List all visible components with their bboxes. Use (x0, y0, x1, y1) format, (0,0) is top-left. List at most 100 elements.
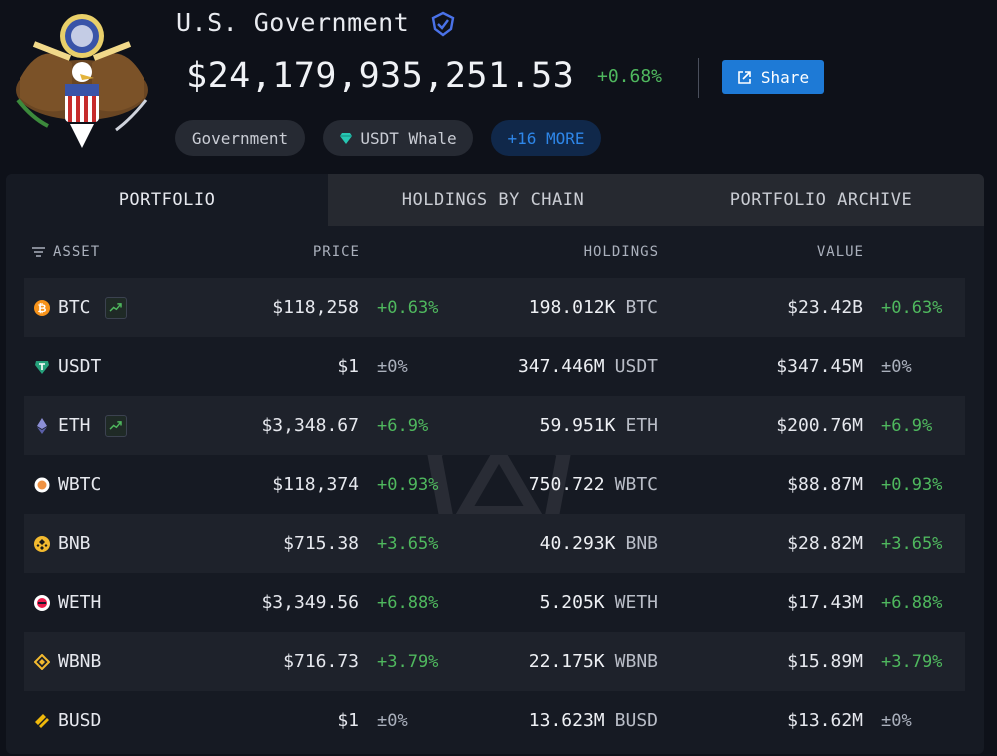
price-change: ±0% (377, 356, 408, 377)
asset-cell[interactable]: BNB (34, 514, 91, 573)
asset-price: $3,348.67 (261, 415, 359, 436)
asset-cell[interactable]: USDT (34, 337, 101, 396)
tab-portfolio[interactable]: PORTFOLIO (6, 174, 328, 226)
holdings-amount: 750.722 (528, 474, 605, 495)
holding-value: $15.89M (787, 651, 863, 672)
header-divider (698, 58, 699, 98)
tag-label: +16 MORE (507, 128, 585, 148)
asset-symbol: WBTC (58, 474, 102, 495)
asset-symbol: BUSD (58, 710, 102, 731)
share-button[interactable]: Share (722, 60, 824, 94)
total-value-change: +0.68% (597, 66, 663, 87)
asset-price: $1 (337, 356, 359, 377)
wrapped-ether-icon (34, 594, 50, 611)
holdings-amount: 347.446M (517, 356, 605, 377)
holdings-amount: 198.012K (528, 297, 616, 318)
holdings-cell: 750.722 WBTC (529, 455, 658, 514)
asset-price: $716.73 (283, 651, 359, 672)
holding-value: $17.43M (787, 592, 863, 613)
asset-symbol: WETH (58, 592, 102, 613)
value-change: ±0% (881, 356, 912, 377)
share-label: Share (760, 67, 810, 87)
holdings-symbol: BUSD (614, 710, 658, 731)
holdings-symbol: USDT (614, 356, 658, 377)
tag-label: Government (191, 128, 289, 148)
government-seal-logo (16, 14, 148, 148)
trend-chart-icon[interactable] (104, 296, 127, 319)
holdings-cell: 198.012K BTC (529, 278, 658, 337)
holding-value: $28.82M (787, 533, 863, 554)
tab-holdings-by-chain[interactable]: HOLDINGS BY CHAIN (328, 174, 658, 226)
tag-government[interactable]: Government (175, 120, 305, 156)
asset-cell[interactable]: WBNB (34, 632, 101, 691)
diamond-icon (340, 132, 353, 144)
tether-icon (34, 359, 50, 375)
table-row[interactable]: WBNB $716.73 +3.79% 22.175K WBNB $15.89M… (24, 632, 965, 691)
asset-column-header[interactable]: ASSET (32, 244, 100, 260)
holdings-symbol: WETH (614, 592, 658, 613)
share-icon (738, 70, 751, 84)
portfolio-panel: PORTFOLIO HOLDINGS BY CHAIN PORTFOLIO AR… (6, 174, 984, 754)
asset-cell[interactable]: BUSD (34, 691, 101, 750)
bitcoin-icon: ₿ (34, 299, 50, 316)
holdings-symbol: WBNB (614, 651, 658, 672)
holdings-cell: 40.293K BNB (540, 514, 658, 573)
holding-value: $23.42B (787, 297, 863, 318)
asset-cell[interactable]: WBTC (34, 455, 101, 514)
asset-cell[interactable]: WETH (34, 573, 101, 632)
holdings-cell: 13.623M BUSD (529, 691, 658, 750)
asset-header-label: ASSET (53, 244, 101, 260)
tab-portfolio-archive[interactable]: PORTFOLIO ARCHIVE (658, 174, 984, 226)
table-row[interactable]: BNB $715.38 +3.65% 40.293K BNB $28.82M +… (24, 514, 965, 573)
entity-name: U.S. Government (176, 8, 410, 37)
table-row[interactable]: WBTC $118,374 +0.93% 750.722 WBTC $88.87… (24, 455, 965, 514)
ethereum-icon (34, 417, 50, 434)
holdings-cell: 5.205K WETH (540, 573, 658, 632)
price-change: +0.93% (377, 474, 439, 495)
asset-symbol: WBNB (58, 651, 102, 672)
asset-cell[interactable]: ETH (34, 396, 127, 455)
holdings-symbol: WBTC (614, 474, 658, 495)
table-row[interactable]: BUSD $1 ±0% 13.623M BUSD $13.62M ±0% (24, 691, 965, 750)
price-change: +6.88% (377, 592, 439, 613)
holdings-cell: 22.175K WBNB (529, 632, 658, 691)
holding-value: $347.45M (776, 356, 863, 377)
asset-price: $118,374 (272, 474, 359, 495)
wbnb-icon (34, 653, 50, 670)
busd-icon (34, 713, 50, 729)
value-change: +3.79% (881, 651, 943, 672)
holding-value: $13.62M (787, 710, 863, 731)
table-row[interactable]: USDT $1 ±0% 347.446M USDT $347.45M ±0% (24, 337, 965, 396)
asset-price: $715.38 (283, 533, 359, 554)
filter-icon (32, 247, 45, 257)
asset-symbol: ETH (58, 415, 91, 436)
asset-symbol: BNB (58, 533, 91, 554)
holdings-symbol: BTC (625, 297, 658, 318)
value-change: +0.93% (881, 474, 943, 495)
holding-value: $88.87M (787, 474, 863, 495)
value-column-header[interactable]: VALUE (816, 244, 864, 260)
price-change: +3.65% (377, 533, 439, 554)
holdings-amount: 59.951K (539, 415, 616, 436)
asset-price: $3,349.56 (261, 592, 359, 613)
price-change: ±0% (377, 710, 408, 731)
trend-chart-icon[interactable] (104, 414, 127, 437)
price-change: +3.79% (377, 651, 439, 672)
price-column-header[interactable]: PRICE (312, 244, 360, 260)
table-row[interactable]: WETH $3,349.56 +6.88% 5.205K WETH $17.43… (24, 573, 965, 632)
wrapped-bitcoin-icon (34, 477, 50, 493)
asset-symbol: BTC (58, 297, 91, 318)
holdings-amount: 22.175K (528, 651, 605, 672)
table-row[interactable]: ₿ BTC $118,258 +0.63% 198.012K BTC $23.4… (24, 278, 965, 337)
more-tags-button[interactable]: +16 MORE (491, 120, 601, 156)
price-change: +6.9% (377, 415, 429, 436)
value-change: +0.63% (881, 297, 943, 318)
holdings-column-header[interactable]: HOLDINGS (583, 244, 659, 260)
tag-usdt-whale[interactable]: USDT Whale (323, 120, 473, 156)
holdings-cell: 347.446M USDT (518, 337, 658, 396)
holdings-amount: 40.293K (539, 533, 616, 554)
holdings-symbol: BNB (625, 533, 658, 554)
asset-cell[interactable]: ₿ BTC (34, 278, 127, 337)
table-row[interactable]: ETH $3,348.67 +6.9% 59.951K ETH $200.76M… (24, 396, 965, 455)
holdings-symbol: ETH (625, 415, 658, 436)
